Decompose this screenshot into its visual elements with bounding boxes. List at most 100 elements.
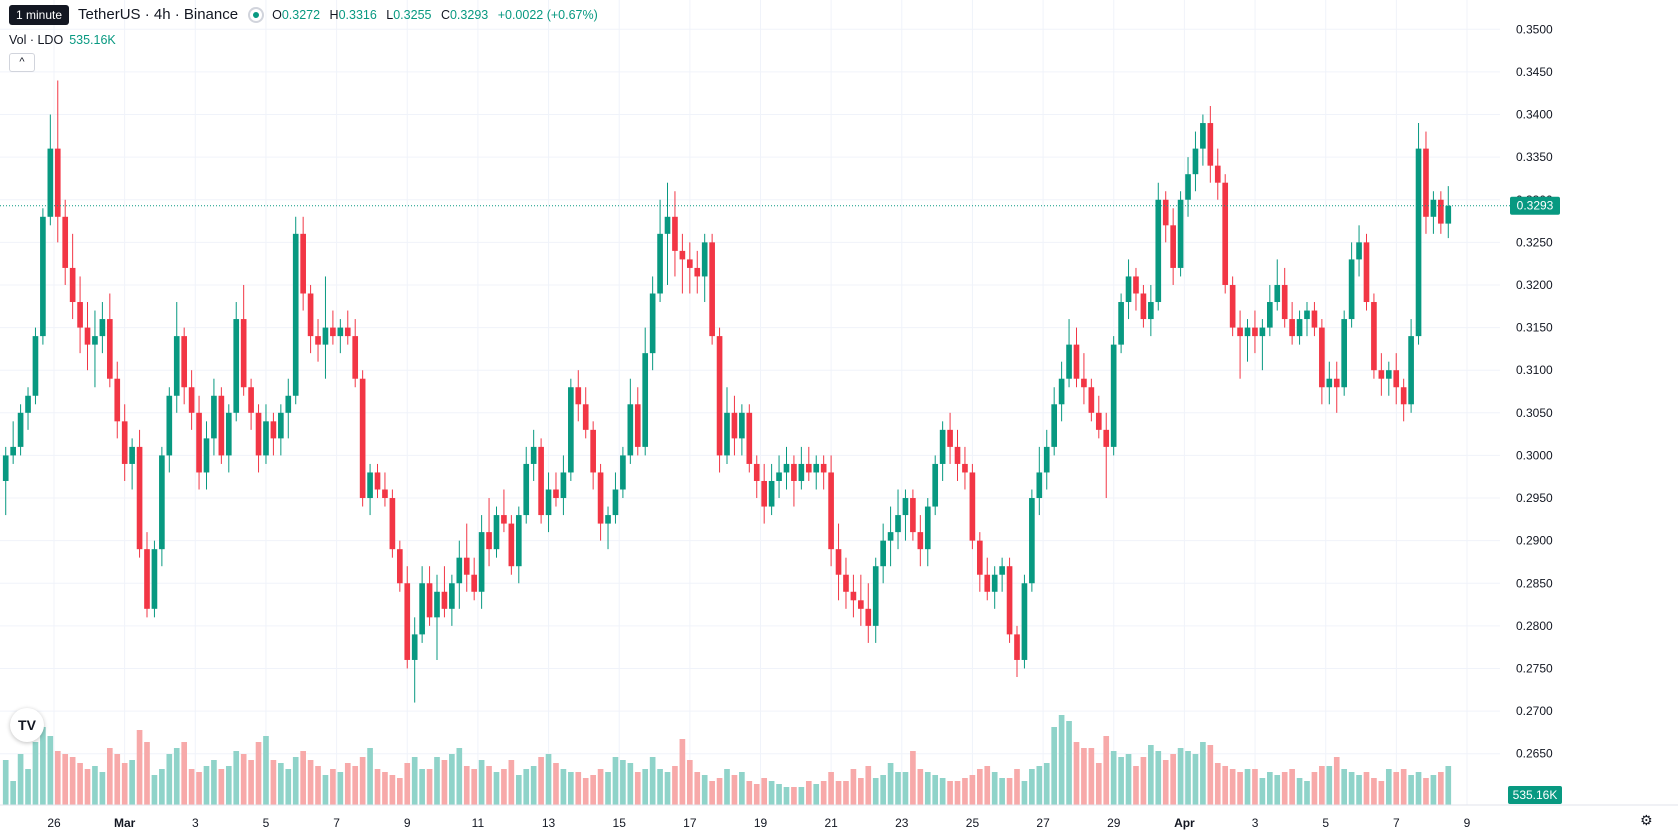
candle[interactable] (1341, 319, 1348, 388)
candle[interactable] (99, 319, 106, 337)
candle[interactable] (1378, 370, 1385, 379)
candle[interactable] (887, 532, 894, 541)
candle[interactable] (1029, 498, 1035, 584)
candle[interactable] (672, 216, 678, 251)
candle[interactable] (1148, 302, 1154, 320)
candle[interactable] (196, 412, 202, 473)
candle[interactable] (1014, 634, 1020, 660)
candle[interactable] (159, 455, 165, 550)
candle[interactable] (776, 472, 782, 481)
candle[interactable] (538, 446, 544, 516)
candle[interactable] (508, 523, 515, 567)
candle[interactable] (902, 498, 909, 516)
candle[interactable] (411, 634, 418, 660)
candle[interactable] (1400, 387, 1407, 405)
candle[interactable] (471, 574, 478, 592)
symbol-legend[interactable]: TetherUS · 4h · Binance O0.3272 H0.3316 … (78, 6, 604, 23)
gear-icon[interactable]: ⚙ (1640, 812, 1653, 828)
candle[interactable] (820, 463, 827, 473)
candle[interactable] (255, 412, 262, 456)
candle[interactable] (1133, 276, 1139, 294)
candle[interactable] (40, 216, 46, 337)
candle[interactable] (1304, 310, 1310, 320)
candle[interactable] (211, 395, 217, 439)
candle[interactable] (999, 566, 1005, 575)
candle[interactable] (924, 506, 931, 550)
candle[interactable] (493, 515, 500, 550)
candle[interactable] (739, 412, 745, 439)
candle[interactable] (560, 472, 567, 499)
candle[interactable] (724, 412, 730, 456)
candle[interactable] (1237, 327, 1243, 337)
candle[interactable] (337, 327, 344, 337)
candle[interactable] (292, 233, 299, 396)
candle[interactable] (478, 532, 485, 592)
candle[interactable] (939, 429, 946, 464)
candle[interactable] (248, 387, 254, 413)
candle[interactable] (1333, 378, 1340, 388)
candle[interactable] (1385, 370, 1392, 379)
chevron-up-icon[interactable]: ^ (9, 53, 35, 72)
candle[interactable] (1289, 319, 1295, 337)
candle[interactable] (1266, 302, 1273, 328)
candle[interactable] (590, 429, 596, 473)
candle[interactable] (1363, 242, 1370, 303)
candle[interactable] (47, 148, 54, 217)
volume-legend[interactable]: Vol · LDO 535.16K (9, 33, 116, 47)
candle[interactable] (709, 242, 715, 337)
candle[interactable] (634, 404, 641, 447)
candle[interactable] (1319, 327, 1325, 388)
candle[interactable] (1162, 199, 1169, 226)
candle[interactable] (1207, 123, 1214, 166)
candle[interactable] (1088, 387, 1095, 413)
candle[interactable] (1066, 344, 1072, 379)
candle[interactable] (1058, 378, 1065, 405)
candle[interactable] (679, 250, 686, 260)
candle[interactable] (1006, 566, 1013, 635)
symbol-title[interactable]: TetherUS · 4h · Binance (78, 6, 239, 23)
candle[interactable] (501, 515, 507, 524)
candle[interactable] (858, 600, 864, 609)
candle[interactable] (1326, 378, 1333, 388)
candle[interactable] (1140, 293, 1147, 320)
candle[interactable] (17, 412, 24, 447)
candle[interactable] (523, 463, 530, 516)
candle[interactable] (895, 515, 901, 533)
candle[interactable] (1051, 404, 1058, 447)
candle[interactable] (969, 472, 976, 541)
candle[interactable] (233, 319, 240, 413)
candle[interactable] (947, 429, 953, 447)
candle[interactable] (92, 336, 98, 345)
candle[interactable] (300, 233, 306, 294)
candle[interactable] (582, 404, 589, 430)
candle[interactable] (1244, 327, 1251, 337)
candle[interactable] (463, 557, 470, 575)
candle[interactable] (701, 242, 708, 277)
candle[interactable] (263, 421, 269, 456)
candle[interactable] (419, 583, 425, 635)
candle[interactable] (1185, 174, 1191, 200)
candle[interactable] (880, 540, 886, 567)
candle[interactable] (1170, 225, 1176, 268)
tradingview-logo-icon[interactable]: TV (10, 708, 44, 742)
candle[interactable] (54, 148, 61, 217)
candle[interactable] (553, 489, 559, 499)
candle[interactable] (976, 540, 983, 575)
candle[interactable] (330, 327, 336, 337)
candle[interactable] (1081, 378, 1087, 388)
candle[interactable] (136, 446, 143, 550)
candle[interactable] (1252, 327, 1258, 337)
candle[interactable] (694, 267, 701, 277)
candle[interactable] (805, 463, 812, 473)
candle[interactable] (1103, 429, 1110, 447)
candle[interactable] (404, 583, 411, 660)
candle[interactable] (151, 549, 158, 609)
candle[interactable] (568, 387, 574, 473)
candle[interactable] (396, 549, 403, 584)
candle[interactable] (2, 455, 9, 481)
candle[interactable] (798, 463, 805, 481)
candle[interactable] (1348, 259, 1355, 320)
candle[interactable] (1021, 583, 1028, 660)
candle[interactable] (10, 446, 16, 456)
